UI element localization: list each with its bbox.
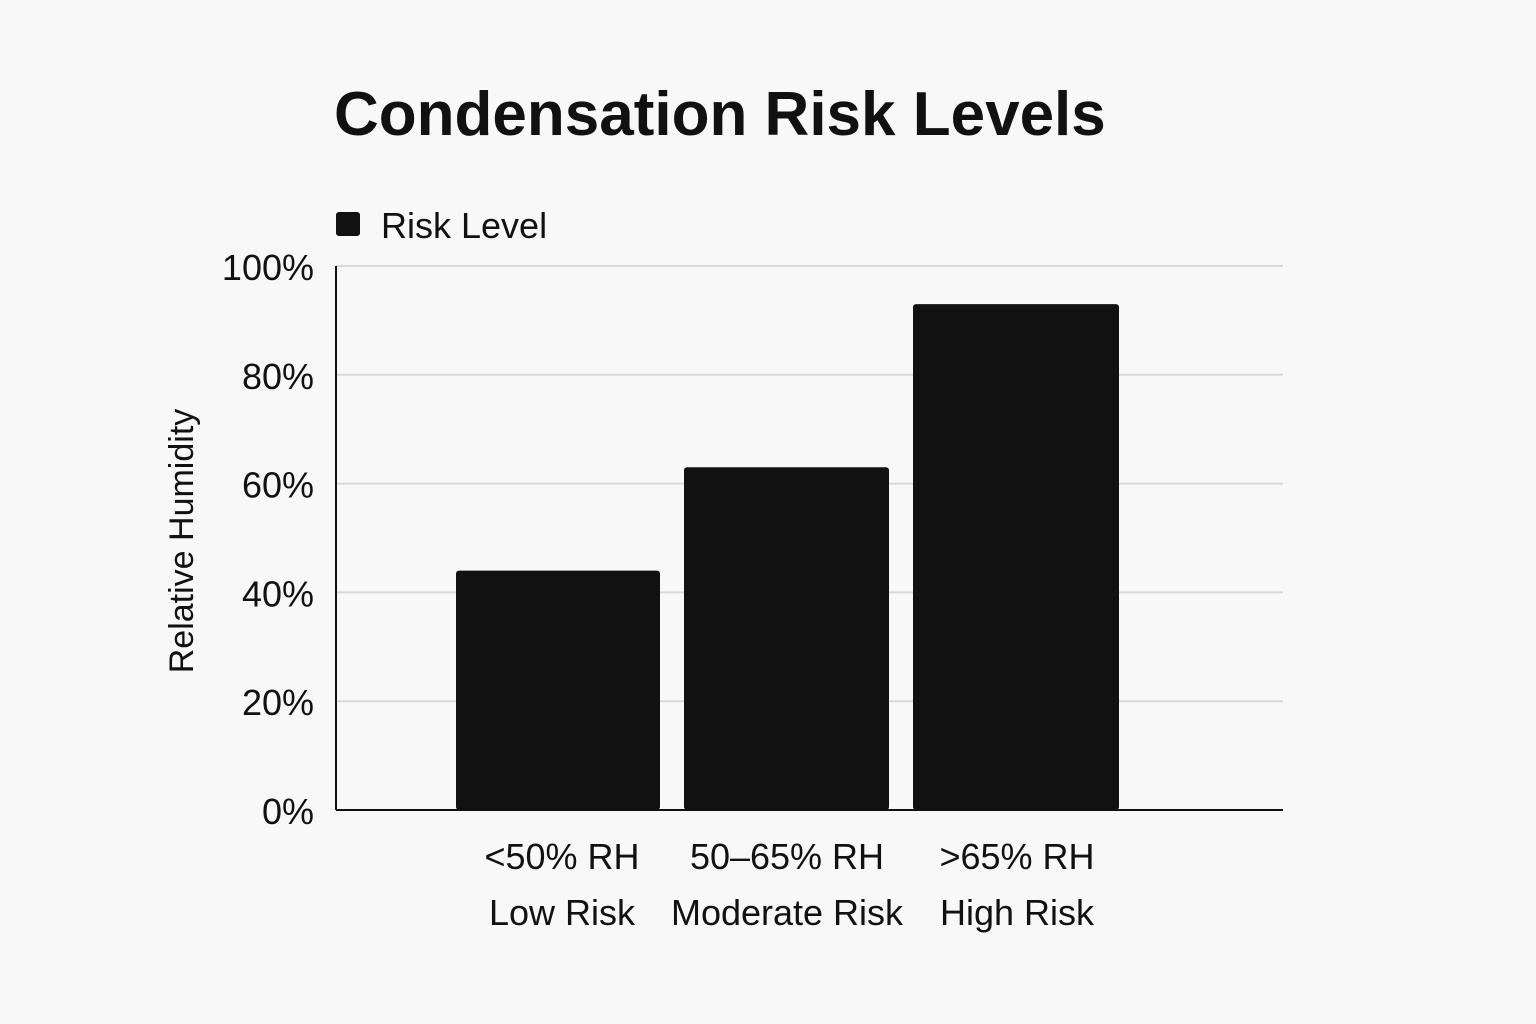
y-tick-label: 100% <box>222 247 314 288</box>
category-label-2-1: High Risk <box>940 892 1095 933</box>
bar-0 <box>456 570 660 810</box>
category-label-0-1: Low Risk <box>489 892 636 933</box>
bar-1 <box>684 467 889 810</box>
category-label-0-0: <50% RH <box>484 836 639 877</box>
chart-title: Condensation Risk Levels <box>334 80 1106 149</box>
category-layer: <50% RH Low Risk 50–65% RH Moderate Risk >65… <box>484 836 1095 933</box>
y-tick-label: 40% <box>242 573 314 614</box>
legend-label: Risk Level <box>381 205 547 246</box>
legend-swatch <box>336 212 360 236</box>
tick-layer: 0% 20% 40% 60% 80% 100% <box>222 247 314 832</box>
category-label-1-1: Moderate Risk <box>671 892 904 933</box>
y-tick-label: 60% <box>242 465 314 506</box>
bar-layer <box>456 304 1119 810</box>
y-tick-label: 0% <box>262 791 314 832</box>
y-tick-label: 80% <box>242 356 314 397</box>
bar-2 <box>913 304 1119 810</box>
y-axis-title: Relative Humidity <box>163 409 201 674</box>
axis-layer <box>335 266 1283 811</box>
category-label-2-0: >65% RH <box>939 836 1094 877</box>
category-label-1-0: 50–65% RH <box>690 836 884 877</box>
y-tick-label: 20% <box>242 682 314 723</box>
